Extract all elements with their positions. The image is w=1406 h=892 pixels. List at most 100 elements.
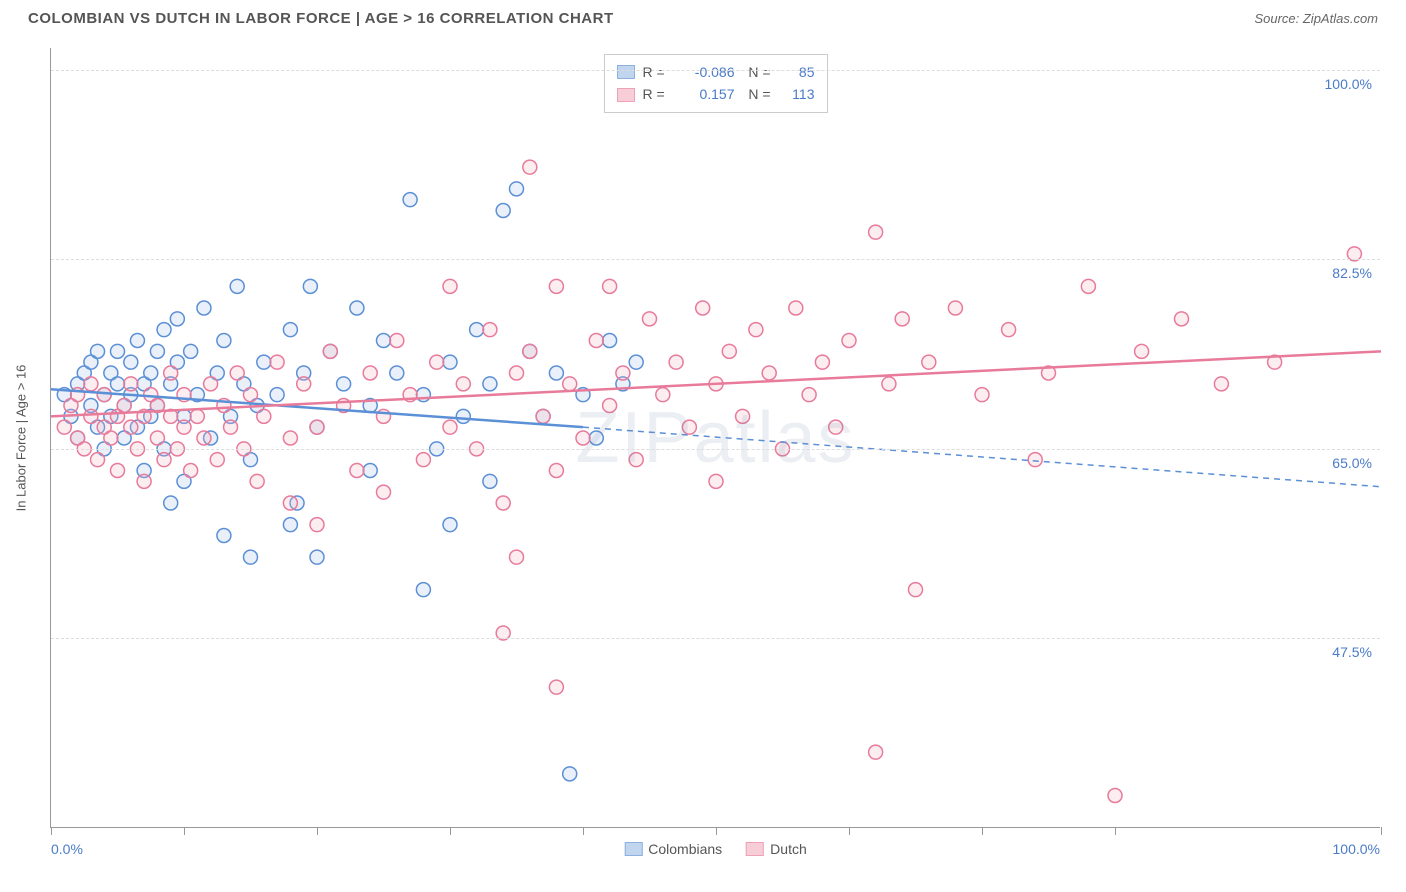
data-point bbox=[270, 388, 284, 402]
data-point bbox=[310, 420, 324, 434]
correlation-legend-row: R =-0.086N =85 bbox=[617, 61, 815, 83]
data-point bbox=[390, 334, 404, 348]
data-point bbox=[749, 323, 763, 337]
data-point bbox=[184, 464, 198, 478]
series-legend-label: Colombians bbox=[648, 841, 722, 857]
data-point bbox=[576, 431, 590, 445]
data-point bbox=[350, 301, 364, 315]
data-point bbox=[603, 399, 617, 413]
data-point bbox=[124, 355, 138, 369]
legend-swatch-icon bbox=[617, 65, 635, 79]
n-value: 85 bbox=[779, 61, 815, 83]
data-point bbox=[111, 344, 125, 358]
data-point bbox=[144, 366, 158, 380]
x-tick bbox=[317, 827, 318, 835]
x-axis-min-label: 0.0% bbox=[51, 841, 83, 857]
data-point bbox=[443, 518, 457, 532]
trend-line-extrapolated bbox=[583, 427, 1381, 487]
data-point bbox=[430, 355, 444, 369]
data-point bbox=[709, 474, 723, 488]
data-point bbox=[117, 399, 131, 413]
data-point bbox=[97, 388, 111, 402]
data-point bbox=[549, 279, 563, 293]
data-point bbox=[629, 355, 643, 369]
n-value: 113 bbox=[779, 83, 815, 105]
data-point bbox=[549, 366, 563, 380]
data-point bbox=[589, 334, 603, 348]
data-point bbox=[244, 550, 258, 564]
data-point bbox=[164, 366, 178, 380]
data-point bbox=[922, 355, 936, 369]
gridline bbox=[51, 70, 1380, 71]
data-point bbox=[815, 355, 829, 369]
data-point bbox=[629, 453, 643, 467]
data-point bbox=[948, 301, 962, 315]
data-point bbox=[416, 583, 430, 597]
data-point bbox=[829, 420, 843, 434]
legend-swatch-icon bbox=[617, 88, 635, 102]
data-point bbox=[643, 312, 657, 326]
data-point bbox=[230, 366, 244, 380]
data-point bbox=[416, 453, 430, 467]
data-point bbox=[443, 279, 457, 293]
x-tick bbox=[1381, 827, 1382, 835]
data-point bbox=[177, 420, 191, 434]
data-point bbox=[303, 279, 317, 293]
x-axis-max-label: 100.0% bbox=[1333, 841, 1380, 857]
x-tick bbox=[450, 827, 451, 835]
n-label: N = bbox=[743, 61, 771, 83]
series-legend: ColombiansDutch bbox=[624, 841, 807, 857]
data-point bbox=[150, 431, 164, 445]
data-point bbox=[157, 453, 171, 467]
data-point bbox=[377, 485, 391, 499]
data-point bbox=[337, 377, 351, 391]
data-point bbox=[1175, 312, 1189, 326]
data-point bbox=[197, 301, 211, 315]
r-value: 0.157 bbox=[679, 83, 735, 105]
data-point bbox=[762, 366, 776, 380]
data-point bbox=[184, 344, 198, 358]
data-point bbox=[443, 420, 457, 434]
r-label: R = bbox=[643, 61, 671, 83]
data-point bbox=[1081, 279, 1095, 293]
legend-swatch-icon bbox=[746, 842, 764, 856]
data-point bbox=[603, 334, 617, 348]
correlation-legend-row: R =0.157N =113 bbox=[617, 83, 815, 105]
data-point bbox=[456, 377, 470, 391]
data-point bbox=[310, 550, 324, 564]
data-point bbox=[217, 529, 231, 543]
y-tick-label: 82.5% bbox=[1332, 265, 1372, 281]
data-point bbox=[1028, 453, 1042, 467]
data-point bbox=[549, 464, 563, 478]
data-point bbox=[350, 464, 364, 478]
data-point bbox=[217, 334, 231, 348]
data-point bbox=[589, 431, 603, 445]
y-tick-label: 65.0% bbox=[1332, 455, 1372, 471]
data-point bbox=[323, 344, 337, 358]
data-point bbox=[696, 301, 710, 315]
data-point bbox=[736, 409, 750, 423]
data-point bbox=[297, 377, 311, 391]
data-point bbox=[130, 334, 144, 348]
data-point bbox=[496, 204, 510, 218]
data-point bbox=[283, 496, 297, 510]
data-point bbox=[549, 680, 563, 694]
data-point bbox=[283, 431, 297, 445]
data-point bbox=[656, 388, 670, 402]
data-point bbox=[882, 377, 896, 391]
data-point bbox=[150, 344, 164, 358]
gridline bbox=[51, 259, 1380, 260]
correlation-legend: R =-0.086N =85R =0.157N =113 bbox=[604, 54, 828, 113]
data-point bbox=[137, 474, 151, 488]
data-point bbox=[523, 160, 537, 174]
data-point bbox=[483, 323, 497, 337]
data-point bbox=[104, 431, 118, 445]
legend-swatch-icon bbox=[624, 842, 642, 856]
data-point bbox=[403, 193, 417, 207]
data-point bbox=[283, 518, 297, 532]
data-point bbox=[164, 496, 178, 510]
data-point bbox=[669, 355, 683, 369]
data-point bbox=[1135, 344, 1149, 358]
data-point bbox=[802, 388, 816, 402]
data-point bbox=[124, 420, 138, 434]
